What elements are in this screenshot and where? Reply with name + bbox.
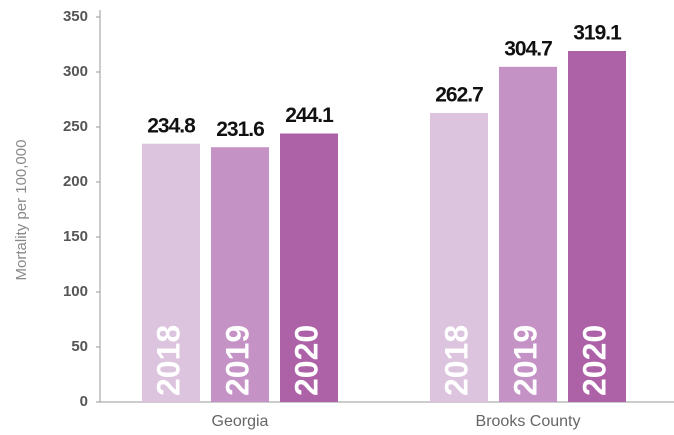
value-label: 319.1: [573, 22, 622, 45]
y-tick-label: 350: [63, 8, 88, 25]
value-label: 304.7: [504, 37, 552, 60]
bar: [142, 143, 200, 402]
y-tick-label: 150: [63, 228, 88, 245]
y-tick-label: 200: [63, 173, 88, 190]
value-label: 262.7: [435, 84, 483, 107]
series-label: 2018: [438, 325, 474, 396]
bar: [568, 50, 626, 403]
bar: [499, 66, 557, 402]
value-label: 231.6: [216, 118, 264, 141]
bar: [211, 147, 269, 402]
bar: [430, 113, 488, 402]
series-label: 2019: [219, 325, 255, 396]
y-tick-label: 300: [63, 63, 88, 80]
x-tick-label: Georgia: [212, 413, 269, 430]
series-label: 2019: [507, 325, 543, 396]
value-label: 244.1: [285, 104, 334, 127]
bar: [280, 133, 338, 403]
y-tick-label: 100: [63, 283, 88, 300]
y-axis-label: Mortality per 100,000: [13, 140, 30, 281]
series-label: 2018: [150, 325, 186, 396]
y-tick-label: 0: [80, 393, 88, 410]
x-tick-label: Brooks County: [476, 413, 581, 430]
series-label: 2020: [576, 325, 612, 396]
y-tick-label: 250: [63, 118, 88, 135]
value-label: 234.8: [147, 114, 196, 137]
y-tick-label: 50: [71, 338, 88, 355]
series-label: 2020: [288, 325, 324, 396]
